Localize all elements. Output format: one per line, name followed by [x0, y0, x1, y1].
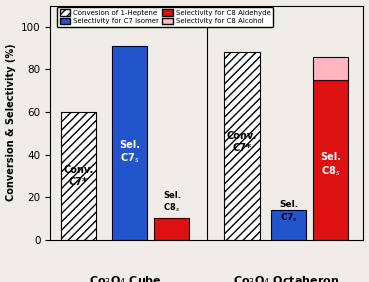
- Text: Sel.
C7$_s$: Sel. C7$_s$: [279, 201, 298, 224]
- Bar: [61, 112, 96, 240]
- Text: Co$_3$O$_4$ Cube: Co$_3$O$_4$ Cube: [89, 274, 162, 282]
- Text: Sel.
C8$_s$: Sel. C8$_s$: [163, 191, 181, 214]
- Text: Co$_3$O$_4$ Octaheron: Co$_3$O$_4$ Octaheron: [233, 274, 339, 282]
- Bar: [224, 52, 259, 240]
- Text: Conv.
C7*: Conv. C7*: [227, 131, 257, 153]
- Text: Sel.
C8$_s$: Sel. C8$_s$: [320, 152, 341, 178]
- Text: Sel.
C7$_s$: Sel. C7$_s$: [120, 140, 140, 166]
- Bar: [271, 210, 306, 240]
- Text: Conv.
C7*: Conv. C7*: [63, 165, 94, 187]
- Y-axis label: Conversion & Selectivity (%): Conversion & Selectivity (%): [6, 44, 15, 201]
- Bar: [154, 219, 189, 240]
- Legend: Convesion of 1-Heptene, Selectivity for C7 Isomer, Selectivity for C8 Aldehyde, : Convesion of 1-Heptene, Selectivity for …: [57, 7, 273, 27]
- Bar: [112, 46, 147, 240]
- Bar: [313, 57, 348, 80]
- Bar: [313, 80, 348, 240]
